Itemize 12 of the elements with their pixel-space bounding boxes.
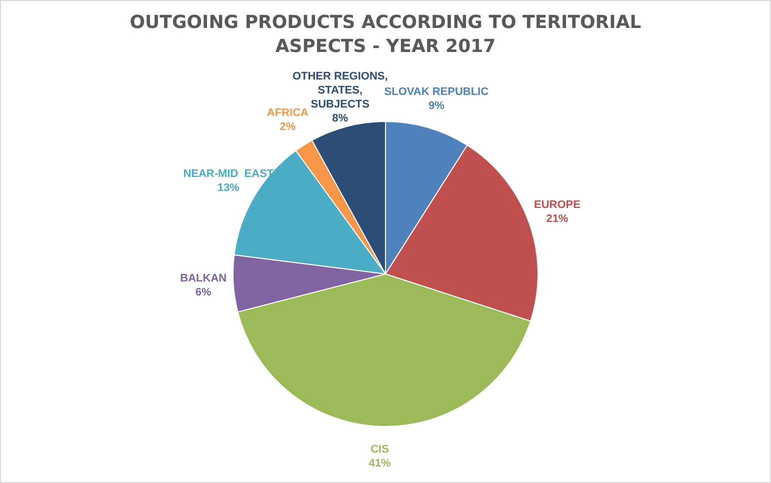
slice-label: BALKAN <box>180 272 227 284</box>
data-label: 6% <box>195 286 212 298</box>
data-label: 13% <box>217 182 240 194</box>
chart-title: OUTGOING PRODUCTS ACCORDING TO TERITORIAL ASPECTS - YEAR 2017 <box>128 11 642 59</box>
slice-label: AFRICA <box>266 106 309 119</box>
data-label: 8% <box>332 112 348 124</box>
data-label: 41% <box>368 457 391 470</box>
slice-label: CIS <box>370 443 389 456</box>
data-label: 21% <box>546 213 568 226</box>
data-label: 2% <box>280 120 296 133</box>
data-label: 9% <box>428 100 445 112</box>
slice-label: EUROPE <box>534 199 580 212</box>
